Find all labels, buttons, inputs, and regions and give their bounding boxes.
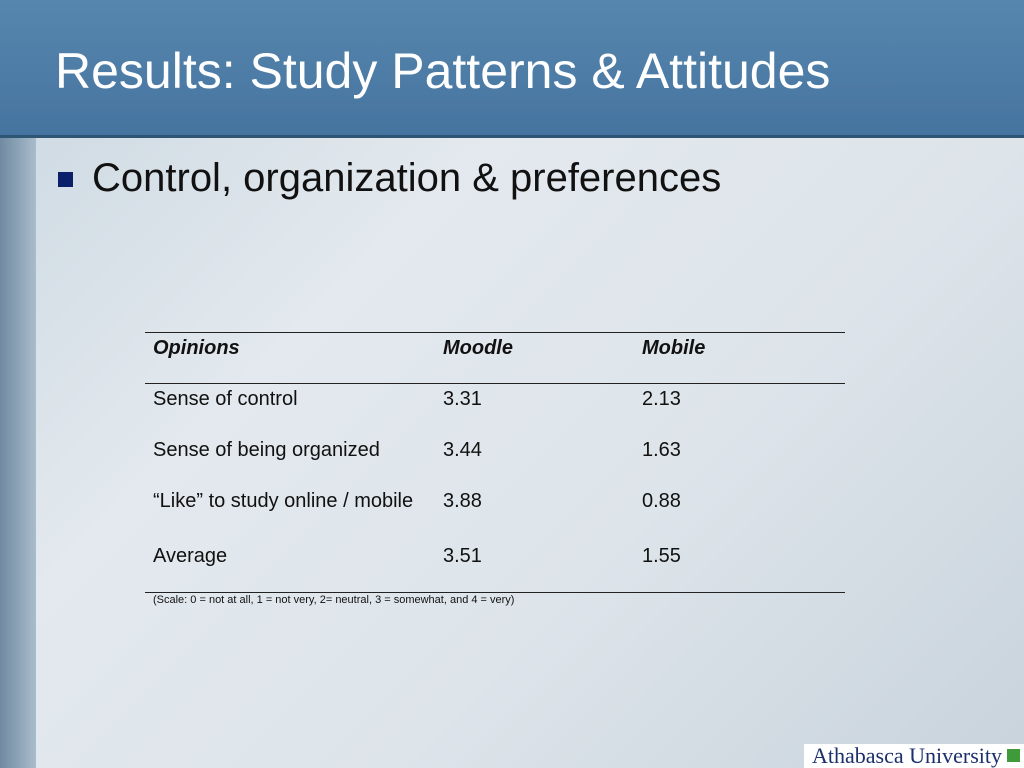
bullet: Control, organization & preferences [92,156,722,200]
table-header: Opinions [153,337,240,359]
table-cell: 1.63 [642,439,681,461]
logo: Athabasca University [804,744,1024,768]
table-note: (Scale: 0 = not at all, 1 = not very, 2=… [153,594,515,606]
table-cell: Sense of control [153,388,298,410]
logo-text: Athabasca University [812,743,1002,768]
table-cell: 1.55 [642,545,681,567]
table-rule [145,332,845,333]
table-cell: Average [153,545,228,567]
title-banner: Results: Study Patterns & Attitudes [0,0,1024,138]
table-cell: 3.31 [443,388,482,410]
logo-mark [1007,749,1020,762]
table-cell: 3.51 [443,545,482,567]
table-header: Moodle [443,337,513,359]
table-rule [145,383,845,384]
slide-title: Results: Study Patterns & Attitudes [55,43,831,99]
table-cell: “Like” to study online / mobile [153,490,414,512]
table-rule [145,592,845,593]
side-strip [0,135,36,768]
table-cell: 3.88 [443,490,482,512]
table-cell: 0.88 [642,490,681,512]
table-header: Mobile [642,337,706,359]
table-cell: Sense of being organized [153,439,380,461]
table-cell: 3.44 [443,439,482,461]
table-cell: 2.13 [642,388,681,410]
bullet-mark [58,172,73,187]
